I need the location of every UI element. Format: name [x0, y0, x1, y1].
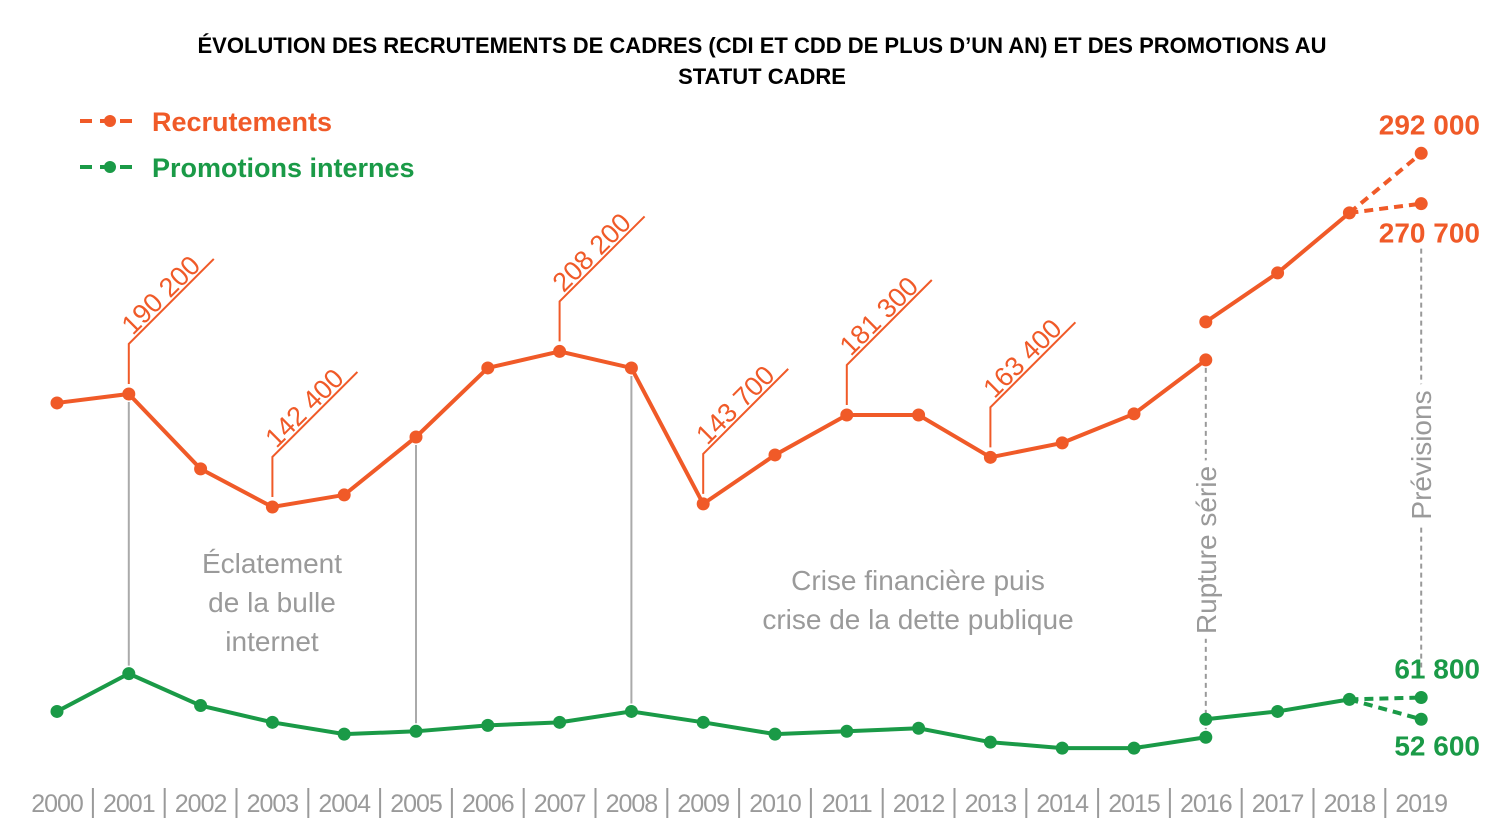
- x-tick-label: 2007: [534, 790, 586, 818]
- legend-dot: [104, 115, 116, 127]
- point: [409, 724, 423, 738]
- x-tick-label: 2004: [318, 790, 371, 818]
- annotation: Éclatement: [202, 548, 342, 579]
- point: [265, 715, 279, 729]
- point: [481, 718, 495, 732]
- point: [1199, 353, 1213, 367]
- leader-line: [271, 371, 359, 497]
- x-tick-label: 2008: [606, 790, 658, 818]
- x-tick-label: 2018: [1324, 790, 1376, 818]
- data-label: 208 200: [547, 207, 637, 297]
- forecast-segment: [1349, 695, 1422, 702]
- point: [553, 715, 567, 729]
- point: [553, 344, 567, 358]
- legend-label: Recrutements: [152, 107, 332, 137]
- end-label: 52 600: [1394, 730, 1480, 761]
- point: [194, 462, 208, 476]
- annotation: de la bulle: [208, 587, 336, 618]
- legend-label: Promotions internes: [152, 153, 415, 183]
- x-tick-label: 2017: [1252, 790, 1304, 818]
- x-tick-label: 2010: [749, 790, 801, 818]
- point: [696, 497, 710, 511]
- point: [624, 361, 638, 375]
- point: [1414, 146, 1428, 160]
- legend-dot: [104, 161, 116, 173]
- x-tick-label: 2013: [965, 790, 1017, 818]
- point: [1199, 730, 1213, 744]
- x-tick-label: 2000: [31, 790, 83, 818]
- point: [1414, 197, 1428, 211]
- point: [50, 704, 64, 718]
- x-tick-label: 2002: [175, 790, 227, 818]
- leader-line: [558, 215, 646, 342]
- point: [337, 488, 351, 502]
- data-label: 142 400: [259, 363, 349, 453]
- data-label: 190 200: [116, 250, 206, 340]
- point: [194, 699, 208, 713]
- x-tick-label: 2001: [103, 790, 155, 818]
- annotation: internet: [225, 626, 319, 657]
- forecast-segment: [1348, 697, 1422, 722]
- point: [337, 727, 351, 741]
- end-label: 61 800: [1394, 654, 1480, 685]
- point: [696, 715, 710, 729]
- point: [1127, 407, 1141, 421]
- x-tick-label: 2009: [677, 790, 729, 818]
- x-tick-label: 2003: [247, 790, 299, 818]
- forecast-segment: [1348, 151, 1423, 215]
- leader-line: [845, 279, 933, 406]
- point: [983, 450, 997, 464]
- x-tick-label: 2019: [1395, 790, 1447, 818]
- annotation: crise de la dette publique: [762, 604, 1073, 635]
- point: [481, 361, 495, 375]
- point: [840, 408, 854, 422]
- point: [1199, 315, 1213, 329]
- point: [1127, 741, 1141, 755]
- point: [122, 387, 136, 401]
- point: [912, 721, 926, 735]
- annotation: Crise financière puis: [791, 565, 1045, 596]
- point: [1055, 741, 1069, 755]
- point: [912, 408, 926, 422]
- point: [624, 704, 638, 718]
- point: [1414, 712, 1428, 726]
- forecast-label: Prévisions: [1406, 390, 1437, 519]
- x-tick-label: 2016: [1180, 790, 1232, 818]
- x-tick-label: 2012: [893, 790, 945, 818]
- data-label: 181 300: [834, 271, 924, 361]
- point: [1414, 691, 1428, 705]
- leader-line: [702, 368, 789, 494]
- point: [409, 430, 423, 444]
- break-label: Rupture série: [1191, 466, 1222, 634]
- point: [1271, 704, 1285, 718]
- forecast-segment: [1349, 201, 1422, 215]
- x-tick-label: 2015: [1108, 790, 1160, 818]
- data-label: 143 700: [690, 360, 780, 450]
- x-tick-label: 2005: [390, 790, 442, 818]
- point: [265, 500, 279, 514]
- point: [1199, 712, 1213, 726]
- point: [768, 448, 782, 462]
- leader-line: [127, 258, 215, 384]
- point: [983, 735, 997, 749]
- x-tick-label: 2011: [822, 790, 872, 818]
- point: [122, 667, 136, 681]
- end-label: 270 700: [1379, 218, 1480, 249]
- point: [1271, 266, 1285, 280]
- x-tick-label: 2006: [462, 790, 514, 818]
- chart-title: ÉVOLUTION DES RECRUTEMENTS DE CADRES (CD…: [197, 33, 1327, 89]
- point: [768, 727, 782, 741]
- x-tick-label: 2014: [1036, 790, 1089, 818]
- point: [50, 396, 64, 410]
- point: [840, 724, 854, 738]
- leader-line: [989, 321, 1077, 448]
- end-label: 292 000: [1379, 109, 1480, 140]
- data-label: 163 400: [977, 313, 1067, 403]
- point: [1055, 436, 1069, 450]
